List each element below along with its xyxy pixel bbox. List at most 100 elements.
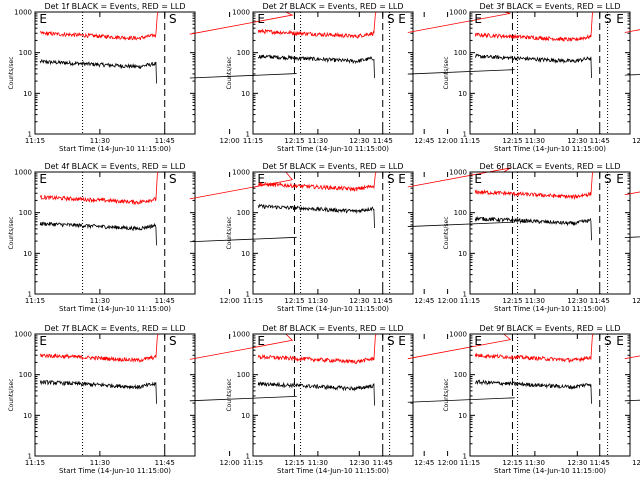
y-tick-label: 100 bbox=[19, 209, 32, 217]
x-tick-label: 11:45 bbox=[373, 137, 393, 145]
y-tick-label: 1 bbox=[246, 453, 250, 461]
x-axis-label: Start Time (14-Jun-10 11:15:00) bbox=[59, 305, 171, 313]
plot-frame bbox=[252, 171, 414, 295]
x-tick-label: 12:15 bbox=[284, 459, 304, 467]
x-tick-label: 12:30 bbox=[567, 459, 587, 467]
lld-series-line bbox=[189, 171, 294, 200]
marker-label: E bbox=[616, 12, 624, 26]
events-series-line bbox=[189, 236, 297, 243]
events-series-line bbox=[257, 381, 375, 406]
x-tick-label: 12:00 bbox=[220, 297, 240, 305]
panel-4: Det 4f BLACK = Events, RED = LLD 1 10 100 10… bbox=[8, 162, 434, 313]
y-tick-label: 1000 bbox=[449, 9, 467, 17]
y-tick-label: 100 bbox=[19, 49, 32, 57]
lld-series-line bbox=[624, 355, 640, 360]
plot-frame bbox=[34, 171, 196, 295]
lld-series-line bbox=[257, 333, 377, 365]
events-series-line bbox=[624, 236, 640, 238]
panel-title: Det 5f BLACK = Events, RED = LLD bbox=[262, 162, 403, 171]
lld-series-line bbox=[474, 171, 594, 201]
y-axis-label: Counts/sec bbox=[443, 216, 450, 249]
x-tick-label: 11:30 bbox=[90, 137, 110, 145]
x-axis-label: Start Time (14-Jun-10 11:15:00) bbox=[277, 467, 389, 475]
x-tick-label: 11:15 bbox=[243, 137, 263, 145]
panel-3: Det 3f BLACK = Events, RED = LLD 1 10 100 10… bbox=[443, 2, 640, 153]
lld-series-line bbox=[624, 29, 640, 33]
x-tick-label: 11:15 bbox=[25, 459, 45, 467]
x-tick-label: 12:15 bbox=[502, 297, 522, 305]
x-tick-label: 12:45 bbox=[632, 459, 640, 467]
y-axis-label: Counts/sec bbox=[8, 216, 15, 249]
y-tick-label: 100 bbox=[237, 209, 250, 217]
marker-label: E bbox=[257, 12, 265, 26]
x-axis-label: Start Time (14-Jun-10 11:15:00) bbox=[494, 467, 606, 475]
events-series-line bbox=[624, 399, 640, 402]
marker-label: E bbox=[398, 334, 406, 348]
y-tick-label: 10 bbox=[241, 90, 250, 98]
x-axis-label: Start Time (14-Jun-10 11:15:00) bbox=[494, 305, 606, 313]
x-tick-label: 12:30 bbox=[567, 297, 587, 305]
events-series-line bbox=[474, 215, 592, 241]
y-axis-label: Counts/sec bbox=[226, 56, 233, 89]
y-tick-label: 10 bbox=[23, 412, 32, 420]
y-tick-label: 1000 bbox=[232, 9, 250, 17]
lld-series-line bbox=[624, 191, 640, 196]
marker-label: S bbox=[169, 172, 177, 186]
marker-label: E bbox=[39, 334, 47, 348]
y-tick-label: 100 bbox=[454, 371, 467, 379]
x-tick-label: 11:30 bbox=[525, 137, 545, 145]
x-tick-label: 12:15 bbox=[284, 297, 304, 305]
y-tick-label: 1 bbox=[28, 453, 32, 461]
y-axis-label: Counts/sec bbox=[8, 56, 15, 89]
y-tick-label: 1 bbox=[28, 291, 32, 299]
y-tick-label: 1000 bbox=[14, 331, 32, 339]
x-tick-label: 12:00 bbox=[438, 459, 458, 467]
y-tick-label: 100 bbox=[454, 209, 467, 217]
panel-2: Det 2f BLACK = Events, RED = LLD 1 10 100 10… bbox=[226, 2, 640, 153]
plot-frame bbox=[469, 333, 631, 457]
y-tick-label: 10 bbox=[458, 412, 467, 420]
marker-label: E bbox=[39, 172, 47, 186]
x-tick-label: 11:30 bbox=[90, 297, 110, 305]
y-tick-label: 10 bbox=[23, 250, 32, 258]
x-tick-label: 11:15 bbox=[243, 459, 263, 467]
x-tick-label: 12:30 bbox=[349, 297, 369, 305]
panel-title: Det 7f BLACK = Events, RED = LLD bbox=[44, 324, 185, 333]
panel-5: Det 5f BLACK = Events, RED = LLD 1 10 100 10… bbox=[226, 162, 640, 313]
lld-series-line bbox=[189, 11, 294, 35]
x-tick-label: 11:15 bbox=[25, 297, 45, 305]
x-tick-label: 12:00 bbox=[220, 137, 240, 145]
panel-title: Det 1f BLACK = Events, RED = LLD bbox=[44, 2, 185, 11]
x-tick-label: 12:45 bbox=[414, 297, 434, 305]
events-series-line bbox=[624, 74, 640, 76]
x-tick-label: 11:15 bbox=[25, 137, 45, 145]
x-axis-label: Start Time (14-Jun-10 11:15:00) bbox=[59, 467, 171, 475]
lld-series-line bbox=[39, 333, 159, 363]
x-tick-label: 11:30 bbox=[525, 459, 545, 467]
x-tick-label: 11:30 bbox=[308, 297, 328, 305]
y-axis-label: Counts/sec bbox=[8, 378, 15, 411]
marker-label: E bbox=[398, 172, 406, 186]
x-tick-label: 11:45 bbox=[373, 297, 393, 305]
panel-8: Det 8f BLACK = Events, RED = LLD 1 10 100 10… bbox=[226, 324, 640, 475]
x-tick-label: 11:15 bbox=[460, 137, 480, 145]
panel-title: Det 3f BLACK = Events, RED = LLD bbox=[479, 2, 620, 11]
y-tick-label: 1 bbox=[246, 291, 250, 299]
plot-frame bbox=[469, 11, 631, 135]
x-tick-label: 12:15 bbox=[502, 459, 522, 467]
lld-series-line bbox=[39, 171, 159, 206]
x-tick-label: 12:30 bbox=[567, 137, 587, 145]
x-tick-label: 12:15 bbox=[502, 137, 522, 145]
marker-label: E bbox=[257, 334, 265, 348]
panel-title: Det 6f BLACK = Events, RED = LLD bbox=[479, 162, 620, 171]
y-tick-label: 1 bbox=[463, 453, 467, 461]
x-tick-label: 12:45 bbox=[632, 137, 640, 145]
y-tick-label: 100 bbox=[19, 371, 32, 379]
lld-series-line bbox=[257, 11, 377, 39]
marker-label: S bbox=[604, 172, 612, 186]
events-series-line bbox=[474, 53, 592, 79]
x-axis-label: Start Time (14-Jun-10 11:15:00) bbox=[59, 145, 171, 153]
x-tick-label: 11:15 bbox=[460, 459, 480, 467]
y-tick-label: 1 bbox=[28, 131, 32, 139]
